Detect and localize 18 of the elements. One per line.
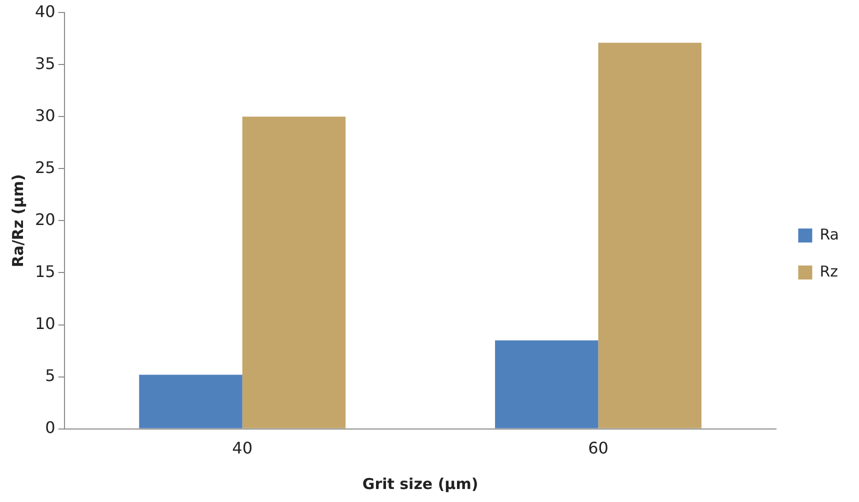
bar [495,340,598,428]
y-axis-title: Ra/Rz (µm) [8,174,27,268]
bar [598,42,702,428]
y-tick-label: 0 [45,418,56,437]
bar [139,374,242,428]
x-axis-title: Grit size (µm) [362,474,478,493]
y-tick-label: 35 [35,54,56,73]
legend-label: Rz [820,262,838,280]
y-tick-label: 30 [35,106,56,125]
y-tick-label: 40 [35,2,56,21]
x-tick-label: 60 [588,438,608,458]
y-tick-label: 15 [35,262,56,281]
y-tick-label: 5 [45,366,56,385]
y-tick-label: 20 [35,210,56,229]
y-tick-label: 10 [35,314,56,333]
bar [242,116,346,428]
y-tick-label: 25 [35,158,56,177]
legend-label: Ra [820,225,840,244]
